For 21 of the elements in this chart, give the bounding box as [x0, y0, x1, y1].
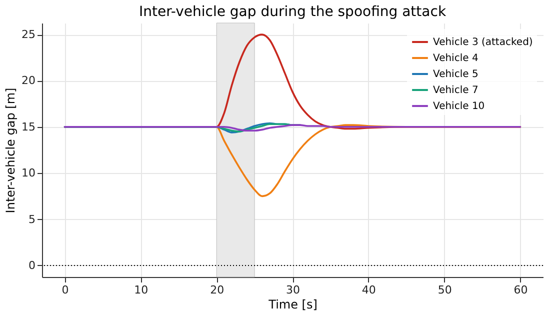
y-tick-label: 0 — [28, 258, 36, 272]
y-tick-label: 20 — [22, 74, 36, 88]
x-tick-label: 20 — [210, 284, 224, 296]
x-tick-label: 50 — [438, 284, 452, 296]
x-tick-label: 30 — [286, 284, 300, 296]
x-tick-label: 0 — [62, 284, 69, 296]
y-tick-label: 15 — [22, 120, 36, 134]
y-axis-title: Inter-vehicle gap [m] — [4, 88, 18, 214]
chart-title: Inter-vehicle gap during the spoofing attack — [138, 4, 447, 20]
legend-label: Vehicle 4 — [433, 53, 478, 64]
legend-label: Vehicle 5 — [433, 69, 478, 80]
legend-label: Vehicle 10 — [433, 101, 485, 112]
legend-label: Vehicle 3 (attacked) — [433, 37, 533, 48]
legend-label: Vehicle 7 — [433, 85, 478, 96]
x-tick-label: 40 — [362, 284, 376, 296]
y-tick-label: 5 — [28, 212, 36, 226]
x-tick-label: 10 — [134, 284, 148, 296]
x-tick-label: 60 — [514, 284, 528, 296]
y-tick-label: 10 — [22, 166, 36, 180]
x-axis-title: Time [s] — [268, 298, 318, 312]
y-tick-label: 25 — [22, 28, 36, 42]
